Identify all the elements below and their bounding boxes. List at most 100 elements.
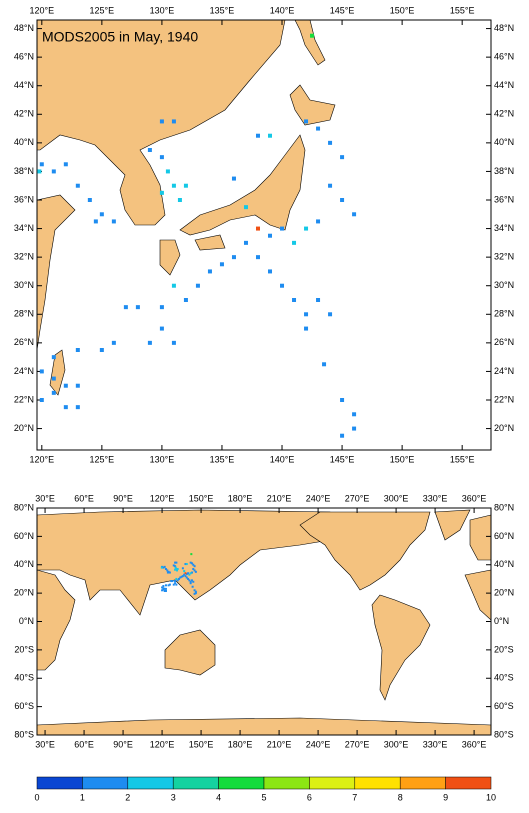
y-tick-label: 60°S xyxy=(14,701,34,711)
colorbar-label: 9 xyxy=(443,792,448,802)
observation-cell xyxy=(352,426,357,431)
y-tick-label: 0°N xyxy=(19,616,34,626)
observation-cell xyxy=(219,262,224,267)
observation-cell xyxy=(39,162,44,167)
observation-cell xyxy=(192,580,195,583)
x-tick-label: 60°E xyxy=(74,739,94,749)
observation-cell xyxy=(99,212,104,217)
x-tick-label: 180°E xyxy=(228,493,253,503)
observation-cell xyxy=(194,570,197,573)
y-tick-label: 34°N xyxy=(14,223,34,233)
y-tick-label: 40°N xyxy=(14,559,34,569)
colorbar-label: 7 xyxy=(352,792,357,802)
x-tick-label: 130°E xyxy=(150,5,175,15)
observation-cell xyxy=(39,398,44,402)
observation-cell xyxy=(99,348,104,352)
observation-cell xyxy=(187,577,190,580)
observation-cell xyxy=(340,155,345,160)
observation-cell xyxy=(171,340,176,345)
y-tick-label: 42°N xyxy=(494,109,514,119)
x-tick-label: 155°E xyxy=(450,5,475,15)
observation-cell xyxy=(280,226,285,231)
observation-cell xyxy=(165,169,170,174)
map1-land xyxy=(36,19,491,450)
y-tick-label: 20°N xyxy=(494,423,514,433)
colorbar-bin xyxy=(218,776,265,790)
observation-cell xyxy=(174,561,177,564)
x-tick-label: 210°E xyxy=(267,739,292,749)
observation-cell xyxy=(159,155,164,160)
observation-cell xyxy=(161,586,164,589)
observation-cell xyxy=(179,576,182,579)
y-tick-label: 26°N xyxy=(14,337,34,347)
y-tick-label: 22°N xyxy=(14,394,34,404)
observation-cell xyxy=(75,383,80,388)
y-tick-label: 60°S xyxy=(494,701,514,711)
colorbar-label: 0 xyxy=(34,792,39,802)
y-tick-label: 44°N xyxy=(14,80,34,90)
observation-cell xyxy=(51,355,56,360)
observation-cell xyxy=(175,577,178,580)
observation-cell xyxy=(280,283,285,288)
observation-cell xyxy=(87,198,92,202)
observation-cell xyxy=(183,183,188,188)
observation-cell xyxy=(328,312,333,317)
observation-cell xyxy=(243,205,248,210)
observation-cell xyxy=(181,567,184,570)
observation-cell xyxy=(268,133,273,138)
y-tick-label: 20°N xyxy=(14,588,34,598)
x-tick-label: 145°E xyxy=(330,454,355,464)
observation-cell xyxy=(162,587,165,590)
observation-cell xyxy=(176,579,179,582)
x-tick-label: 180°E xyxy=(228,739,253,749)
y-tick-label: 36°N xyxy=(494,194,514,204)
colorbar-bin xyxy=(127,776,174,790)
y-tick-label: 24°N xyxy=(14,366,34,376)
observation-cell xyxy=(176,569,179,572)
y-tick-label: 20°S xyxy=(494,644,514,654)
observation-cell xyxy=(316,298,321,302)
observation-cell xyxy=(190,571,193,574)
land xyxy=(194,234,226,251)
y-tick-label: 34°N xyxy=(494,223,514,233)
observation-cell xyxy=(166,571,169,574)
y-tick-label: 22°N xyxy=(494,394,514,404)
land xyxy=(434,509,471,541)
observation-cell xyxy=(75,405,80,410)
observation-cell xyxy=(174,582,177,585)
map-frame xyxy=(36,19,492,451)
land xyxy=(164,629,216,676)
x-tick-label: 330°E xyxy=(423,739,448,749)
y-tick-label: 40°S xyxy=(494,673,514,683)
colorbar-label: 2 xyxy=(125,792,130,802)
y-tick-label: 28°N xyxy=(14,309,34,319)
observation-cell xyxy=(172,564,175,567)
observation-cell xyxy=(192,568,195,571)
observation-cell xyxy=(177,198,182,202)
observation-cell xyxy=(174,566,177,569)
observation-cell xyxy=(160,566,163,569)
observation-cell xyxy=(159,190,164,195)
x-tick-label: 240°E xyxy=(306,493,331,503)
observation-cell xyxy=(135,305,140,310)
observation-cell xyxy=(352,212,357,217)
observation-cell xyxy=(189,572,192,575)
observation-cell xyxy=(255,255,260,260)
observation-cell xyxy=(193,592,196,595)
x-tick-label: 90°E xyxy=(113,739,133,749)
y-tick-label: 40°N xyxy=(494,137,514,147)
observation-cell xyxy=(192,563,195,566)
observation-cell xyxy=(207,269,212,274)
observation-cell xyxy=(268,269,273,274)
y-tick-label: 40°N xyxy=(14,137,34,147)
y-tick-label: 48°N xyxy=(494,23,514,33)
x-tick-label: 145°E xyxy=(330,5,355,15)
colorbar-label: 3 xyxy=(171,792,176,802)
observation-cell xyxy=(177,577,180,580)
observation-cell xyxy=(163,589,166,592)
x-tick-label: 130°E xyxy=(150,454,175,464)
y-tick-label: 20°N xyxy=(494,588,514,598)
observation-cell xyxy=(292,298,297,302)
observation-cell xyxy=(189,582,192,585)
observation-cell xyxy=(183,573,186,576)
